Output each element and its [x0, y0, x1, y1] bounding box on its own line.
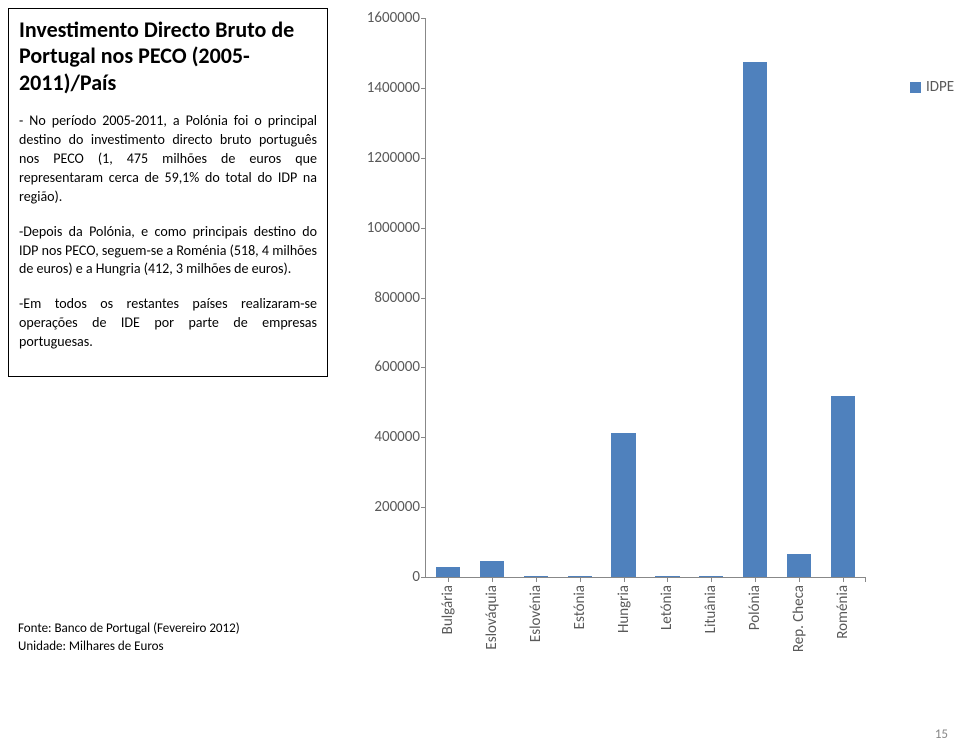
x-tick-mark — [492, 577, 493, 582]
y-tick-mark — [421, 367, 426, 368]
y-tick-label: 1000000 — [367, 219, 420, 237]
y-tick-mark — [421, 18, 426, 19]
x-axis-label: Estónia — [571, 585, 589, 629]
chart-plot: 0200000400000600000800000100000012000001… — [425, 18, 865, 578]
y-tick-mark — [421, 228, 426, 229]
y-tick-mark — [421, 577, 426, 578]
x-axis-label: Hungria — [615, 585, 633, 633]
y-tick-mark — [421, 158, 426, 159]
chart-bar — [787, 554, 811, 577]
x-tick-mark — [580, 577, 581, 582]
x-axis-label: Eslováquia — [483, 585, 501, 650]
chart-area: 0 200000 400000 600000 800000 1000000 1200000 1… — [345, 8, 905, 708]
y-tick-mark — [421, 507, 426, 508]
y-tick-label: 0 — [412, 568, 420, 586]
x-tick-mark — [865, 577, 866, 582]
source-block: Fonte: Banco de Portugal (Fevereiro 2012… — [18, 620, 240, 656]
x-axis-label: Letónia — [658, 585, 676, 630]
paragraph-3: -Em todos os restantes países realizaram… — [19, 295, 317, 352]
x-axis-label: Eslovénia — [527, 585, 545, 642]
x-axis-label: Bulgária — [439, 585, 457, 634]
x-tick-mark — [711, 577, 712, 582]
x-axis-label: Lituânia — [702, 585, 720, 633]
y-tick-label: 200000 — [374, 498, 420, 516]
legend-label: IDPE — [926, 78, 954, 96]
chart-bar — [831, 396, 855, 577]
x-tick-mark — [843, 577, 844, 582]
panel-title: Investimento Directo Bruto de Portugal n… — [19, 17, 317, 96]
chart-bar — [611, 433, 635, 577]
paragraph-1: - No período 2005-2011, a Polónia foi o … — [19, 112, 317, 206]
y-tick-label: 1200000 — [367, 149, 420, 167]
y-tick-mark — [421, 298, 426, 299]
chart-bar — [743, 62, 767, 577]
x-tick-mark — [624, 577, 625, 582]
y-tick-label: 1400000 — [367, 79, 420, 97]
x-tick-mark — [536, 577, 537, 582]
y-tick-mark — [421, 437, 426, 438]
y-tick-label: 1600000 — [367, 9, 420, 27]
text-panel: Investimento Directo Bruto de Portugal n… — [8, 8, 328, 377]
paragraph-2: -Depois da Polónia, e como principais de… — [19, 223, 317, 280]
page-number: 15 — [935, 727, 948, 742]
y-tick-label: 800000 — [374, 289, 420, 307]
chart-bar — [436, 567, 460, 577]
chart-bar — [480, 561, 504, 577]
x-tick-mark — [799, 577, 800, 582]
source-line-2: Unidade: Milhares de Euros — [18, 638, 240, 656]
x-axis-label: Roménia — [834, 585, 852, 639]
legend-swatch — [910, 82, 921, 93]
chart-legend: IDPE — [910, 78, 954, 96]
x-tick-mark — [755, 577, 756, 582]
x-axis-label: Polónia — [746, 585, 764, 630]
x-tick-mark — [448, 577, 449, 582]
x-tick-mark — [667, 577, 668, 582]
y-tick-label: 600000 — [374, 358, 420, 376]
x-axis-label: Rep. Checa — [790, 585, 808, 652]
y-tick-mark — [421, 88, 426, 89]
source-line-1: Fonte: Banco de Portugal (Fevereiro 2012… — [18, 620, 240, 638]
y-tick-label: 400000 — [374, 428, 420, 446]
